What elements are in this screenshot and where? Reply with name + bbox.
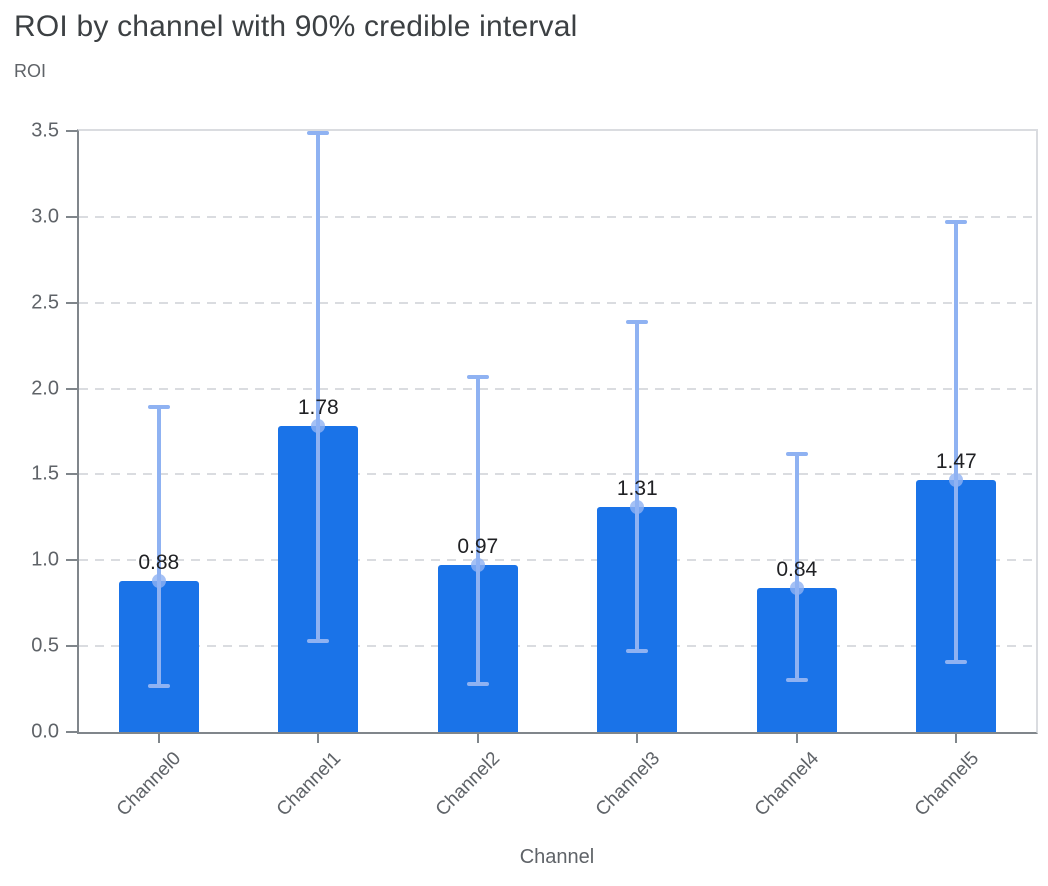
- mean-marker: [151, 573, 166, 588]
- bar-value-label: 0.84: [776, 557, 818, 581]
- x-category-label: Channel0: [113, 748, 186, 821]
- x-category-label: Channel4: [751, 748, 824, 821]
- y-tick-label: 0.5: [31, 634, 59, 657]
- error-bar-cap-top: [147, 405, 170, 410]
- y-tick-mark: [66, 387, 77, 390]
- error-bar-line: [156, 407, 161, 686]
- mean-marker: [789, 580, 804, 595]
- plot-area: 0.0 0.5 1.0 1.5 2.0 2.5 3.0 3.5 0.88 Channel0 1.78…: [31, 120, 1038, 820]
- x-tick-mark: [955, 734, 958, 743]
- error-bar-cap-top: [466, 374, 489, 379]
- error-bar-line: [635, 321, 640, 652]
- gridline: [79, 473, 1036, 476]
- x-tick-mark: [157, 734, 160, 743]
- chart-title: ROI by channel with 90% credible interva…: [14, 10, 578, 43]
- y-tick-label: 3.0: [31, 205, 59, 228]
- y-tick-label: 1.5: [31, 462, 59, 485]
- error-bar-cap-bottom: [307, 638, 330, 643]
- x-category-label: Channel5: [910, 748, 984, 821]
- error-bar-cap-top: [626, 319, 649, 324]
- x-tick-mark: [317, 734, 320, 743]
- y-tick-label: 3.5: [31, 119, 59, 142]
- x-category-label: Channel1: [272, 748, 346, 821]
- mean-marker: [470, 558, 485, 573]
- mean-marker: [630, 500, 645, 515]
- y-tick-mark: [66, 645, 77, 648]
- error-bar-cap-bottom: [785, 678, 808, 683]
- error-bar-cap-top: [945, 220, 968, 224]
- error-bar-cap-bottom: [626, 649, 649, 654]
- x-axis-title: Channel: [519, 846, 595, 868]
- y-tick-label: 1.0: [31, 548, 59, 571]
- bar-value-label: 1.47: [935, 449, 977, 473]
- bar-value-label: 0.88: [138, 550, 180, 574]
- gridline: [79, 301, 1036, 304]
- error-bar-cap-top: [785, 451, 808, 456]
- y-tick-mark: [66, 301, 77, 304]
- mean-marker: [949, 472, 964, 487]
- y-tick-label: 0.0: [31, 720, 59, 743]
- y-tick-label: 2.5: [31, 291, 59, 314]
- x-tick-mark: [795, 734, 798, 743]
- gridline: [79, 215, 1036, 218]
- mean-marker: [311, 419, 326, 434]
- x-category-label: Channel3: [591, 748, 665, 821]
- bar-value-label: 1.78: [297, 396, 339, 420]
- y-tick-label: 2.0: [31, 377, 59, 400]
- error-bar-cap-bottom: [147, 683, 170, 688]
- gridline: [79, 645, 1036, 648]
- y-axis-title: ROI: [14, 61, 47, 81]
- error-bar-line: [316, 132, 321, 641]
- x-tick-mark: [636, 734, 639, 743]
- gridline: [79, 559, 1036, 562]
- error-bar-cap-bottom: [945, 659, 968, 664]
- y-tick-mark: [66, 473, 77, 476]
- y-tick-mark: [66, 215, 77, 218]
- y-tick-mark: [66, 130, 77, 132]
- bar-value-label: 0.97: [457, 535, 499, 559]
- gridline: [79, 387, 1036, 390]
- error-bar-cap-top: [307, 130, 330, 135]
- x-category-label: Channel2: [432, 748, 505, 821]
- x-tick-mark: [476, 734, 479, 743]
- error-bar-cap-bottom: [466, 681, 489, 686]
- error-bar-line: [954, 222, 959, 662]
- y-tick-mark: [66, 559, 77, 562]
- y-tick-mark: [66, 731, 77, 733]
- error-bar-line: [475, 376, 480, 684]
- error-bar-line: [794, 453, 799, 681]
- bar-value-label: 1.31: [616, 477, 658, 501]
